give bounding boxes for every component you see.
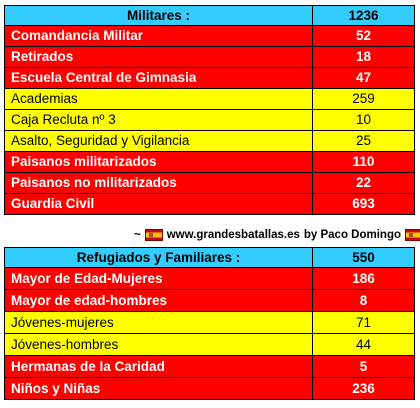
row-label: Hermanas de la Caridad (4, 355, 313, 378)
row-value: 44 (312, 333, 415, 356)
spain-flag-icon (405, 229, 420, 241)
militares-table: Militares : 1236 Comandancia Militar 52 … (4, 5, 415, 215)
row-label: Academias (4, 88, 313, 110)
table-row: Paisanos no militarizados 22 (4, 172, 415, 194)
credit-line: ~ www.grandesbatallas.es by Paco Domingo… (134, 225, 420, 245)
row-label: Mayor de Edad-Mujeres (4, 267, 313, 290)
table-row: Jóvenes-mujeres 71 (4, 311, 415, 334)
table-row: Escuela Central de Gimnasia 47 (4, 67, 415, 89)
row-label: Retirados (4, 46, 313, 68)
row-label: Caja Recluta nº 3 (4, 109, 313, 131)
row-label: Niños y Niñas (4, 377, 313, 400)
row-value: 8 (312, 289, 415, 312)
row-label: Guardia Civil (4, 193, 313, 215)
table-row: Jóvenes-hombres 44 (4, 333, 415, 356)
row-value: 186 (312, 267, 415, 290)
credit-left-mark: ~ (134, 229, 141, 241)
table-row: Retirados 18 (4, 46, 415, 68)
table-row: Comandancia Militar 52 (4, 25, 415, 47)
row-label: Asalto, Seguridad y Vigilancia (4, 130, 313, 152)
table-row: Academias 259 (4, 88, 415, 110)
militares-header-total: 1236 (312, 5, 415, 26)
table-row: Mayor de Edad-Mujeres 186 (4, 267, 415, 290)
row-label: Paisanos no militarizados (4, 172, 313, 194)
table-row: Hermanas de la Caridad 5 (4, 355, 415, 378)
row-value: 25 (312, 130, 415, 152)
row-value: 10 (312, 109, 415, 131)
row-value: 22 (312, 172, 415, 194)
row-value: 236 (312, 377, 415, 400)
row-label: Paisanos militarizados (4, 151, 313, 173)
row-value: 71 (312, 311, 415, 334)
spain-flag-icon (144, 229, 163, 241)
table-row: Caja Recluta nº 3 10 (4, 109, 415, 131)
row-value: 259 (312, 88, 415, 110)
credit-website-link[interactable]: www.grandesbatallas.es (166, 229, 300, 241)
refugiados-table: Refugiados y Familiares : 550 Mayor de E… (4, 247, 415, 400)
row-value: 693 (312, 193, 415, 215)
table-row: Mayor de edad-hombres 8 (4, 289, 415, 312)
row-value: 5 (312, 355, 415, 378)
row-label: Mayor de edad-hombres (4, 289, 313, 312)
row-value: 52 (312, 25, 415, 47)
refugiados-header-label: Refugiados y Familiares : (4, 247, 313, 268)
row-value: 110 (312, 151, 415, 173)
militares-header-label: Militares : (4, 5, 313, 26)
refugiados-header-row: Refugiados y Familiares : 550 (4, 247, 415, 268)
row-label: Jóvenes-mujeres (4, 311, 313, 334)
row-value: 47 (312, 67, 415, 89)
table-row: Paisanos militarizados 110 (4, 151, 415, 173)
row-label: Comandancia Militar (4, 25, 313, 47)
row-value: 18 (312, 46, 415, 68)
table-row: Asalto, Seguridad y Vigilancia 25 (4, 130, 415, 152)
refugiados-header-total: 550 (312, 247, 415, 268)
table-row: Guardia Civil 693 (4, 193, 415, 215)
row-label: Jóvenes-hombres (4, 333, 313, 356)
militares-header-row: Militares : 1236 (4, 5, 415, 26)
row-label: Escuela Central de Gimnasia (4, 67, 313, 89)
credit-author: by Paco Domingo (303, 229, 401, 241)
table-row: Niños y Niñas 236 (4, 377, 415, 400)
